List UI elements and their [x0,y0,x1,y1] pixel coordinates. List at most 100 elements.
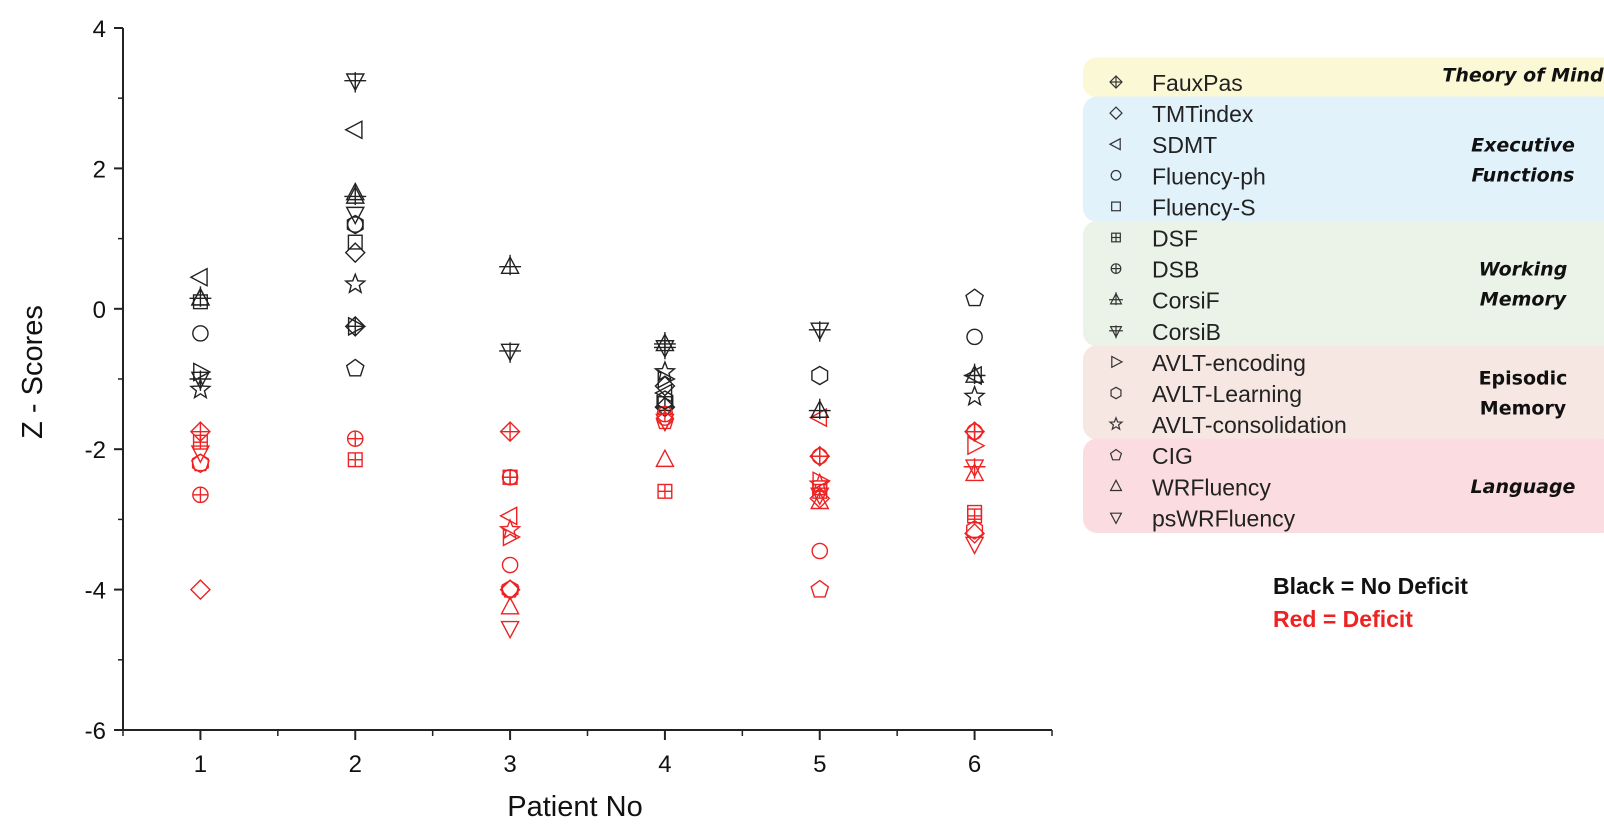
legend-group-box [1083,438,1604,533]
point-fluency-ph [192,325,209,342]
legend-group-label: Language [1471,476,1576,498]
point-avlt-consolidation [189,377,212,400]
legend-marker-cig [1109,448,1123,461]
point-dsb [811,447,829,465]
point-avlt-learning [656,390,674,410]
legend-group-label: Theory of Mind [1442,64,1604,86]
point-dsb [346,430,364,447]
point-fluency-s [347,234,363,250]
point-cig [345,358,365,377]
x-tick-label: 1 [194,751,207,778]
legend-entry: FauxPas [1152,70,1243,96]
legend-group-label: Functions [1472,164,1575,186]
legend-entry: DSF [1152,226,1198,252]
point-fluency-ph [811,542,829,560]
point-avlt-learning [966,520,984,540]
axes: -6 -4 -2 0 2 4 1 2 3 4 5 6 [85,16,1053,778]
point-fauxpas [499,421,521,443]
legend-marker-dsb [1110,263,1122,275]
legend-marker-wrfluency [1109,479,1123,492]
point-wrfluency [655,448,675,468]
legend-entry: TMTindex [1152,101,1254,127]
note-black: Black = No Deficit [1273,573,1468,599]
point-avlt-encoding [193,362,212,382]
point-avlt-learning [346,214,364,235]
point-avlt-consolidation [498,518,522,540]
point-corsif [344,184,367,206]
legend-marker-fluency-s [1111,201,1121,212]
x-tick-label: 2 [349,751,362,778]
point-dsf [347,452,363,468]
y-axis-label: Z - Scores [17,305,49,439]
point-cig [810,579,830,598]
legend-group-label: Memory [1480,289,1568,311]
point-fluency-ph [501,556,519,574]
legend-marker-tmtindex [1109,106,1123,120]
point-avlt-consolidation [963,384,986,407]
y-tick-label: 2 [93,156,106,183]
legend-entry: AVLT-encoding [1152,350,1306,376]
legend-entry: AVLT-Learning [1152,381,1302,407]
point-cig [191,453,210,472]
legend-marker-sdmt [1108,137,1121,151]
point-corsib [499,342,522,363]
point-dsb [192,486,209,504]
legend-group-box [1083,220,1604,347]
point-sdmt [499,506,518,526]
point-pswrfluency [190,445,211,464]
y-tick-label: -4 [85,578,106,605]
point-sdmt [189,267,208,287]
legend-entry: CIG [1152,443,1193,469]
legend-group-box [1083,96,1604,222]
legend-entry: Fluency-ph [1152,163,1266,189]
note-red: Red = Deficit [1273,606,1413,632]
point-avlt-consolidation [653,360,677,382]
point-avlt-consolidation [343,272,367,294]
point-avlt-encoding [347,316,367,337]
x-tick-label: 5 [813,751,826,778]
point-dsf [657,483,673,499]
point-corsif [808,398,831,420]
y-tick-label: -6 [85,718,106,745]
point-corsib [963,458,986,479]
point-tmtindex [964,522,986,544]
legend-group-box [1083,57,1604,98]
x-axis-label: Patient No [507,791,642,823]
legend-entry: AVLT-consolidation [1152,412,1347,438]
legend-group-label: Episodic [1479,368,1568,390]
point-avlt-encoding [657,369,676,389]
legend-marker-fluency-ph [1110,169,1122,181]
point-corsif [499,254,522,276]
legend-entry: CorsiF [1152,288,1220,314]
point-pswrfluency [345,206,365,226]
point-cig [500,579,520,598]
legend-marker-avlt-encoding [1111,355,1124,369]
point-wrfluency [964,462,985,482]
point-corsib [344,72,367,93]
point-pswrfluency [500,620,520,640]
point-avlt-learning [191,453,209,474]
point-wrfluency [345,181,365,201]
legend-group-label: Executive [1471,134,1575,156]
point-corsib [808,321,831,342]
legend-entry: DSB [1152,257,1199,283]
point-corsib [653,338,676,360]
point-sdmt [344,120,363,140]
point-avlt-learning [811,365,829,386]
legend-marker-corsib [1109,325,1123,339]
point-fluency-ph [966,328,983,346]
legend-marker-avlt-consolidation [1108,416,1124,431]
legend-marker-dsf [1111,232,1121,243]
point-corsif [963,363,986,385]
point-wrfluency [190,287,211,306]
x-tick-label: 6 [968,751,981,778]
y-tick-label: -2 [85,437,106,464]
legend-group-box [1083,345,1604,440]
x-tick-label: 4 [658,751,671,778]
point-tmtindex [189,579,211,601]
legend-marker-avlt-learning [1110,386,1122,400]
legend-entry: Fluency-S [1152,194,1256,220]
legend-entry: WRFluency [1152,474,1271,500]
point-cig [965,288,984,307]
